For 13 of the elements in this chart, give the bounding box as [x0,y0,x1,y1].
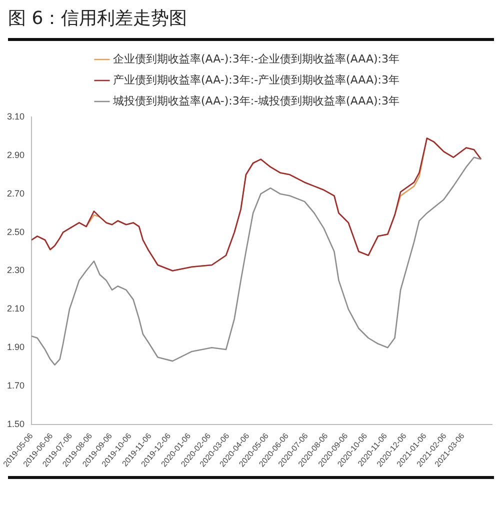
y-tick-label: 1.70 [6,380,25,391]
legend-label: 产业债到期收益率(AA-):3年:-产业债到期收益率(AAA):3年 [112,73,400,86]
chart-title: 图 6：信用利差走势图 [8,7,188,30]
y-tick-label: 1.50 [6,418,25,429]
y-tick-label: 1.90 [6,342,25,352]
legend-label: 城投债到期收益率(AA-):3年:-城投债到期收益率(AAA):3年 [112,94,400,108]
y-tick-label: 3.10 [6,111,25,122]
y-tick-label: 2.90 [6,150,25,160]
legend-label: 企业债到期收益率(AA-):3年:-企业债到期收益率(AAA):3年 [112,52,400,66]
y-tick-label: 2.50 [6,226,25,237]
y-tick-label: 2.10 [6,304,25,314]
y-tick-label: 2.70 [6,188,25,198]
y-tick-label: 2.30 [6,265,25,276]
